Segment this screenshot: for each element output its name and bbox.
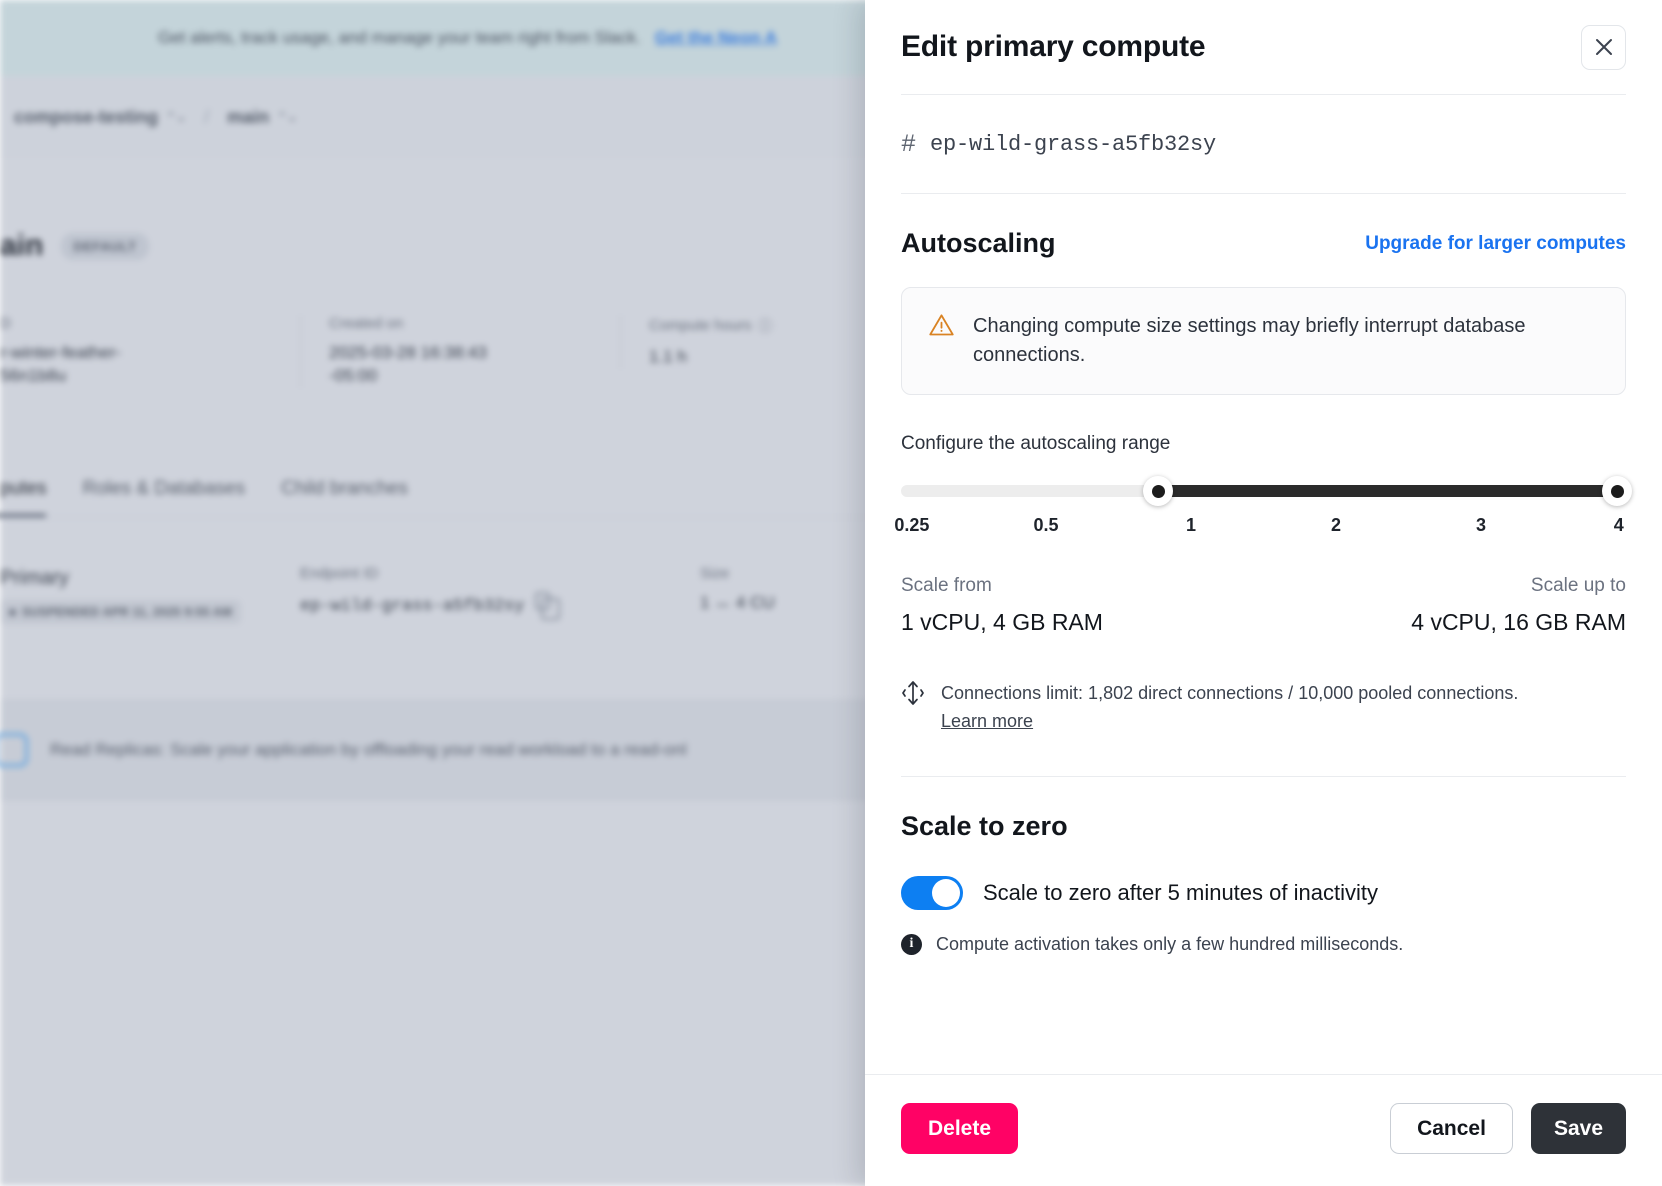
scale-up-to-value: 4 vCPU, 16 GB RAM (1411, 609, 1626, 635)
status-badge: DEFAULT (61, 232, 149, 260)
scale-to-zero-info-text: Compute activation takes only a few hund… (936, 933, 1404, 954)
slider-tick: 4 (1613, 515, 1624, 535)
endpoint-value: ep-wild-grass-a5fb32sy (300, 592, 670, 620)
scale-summary: Scale from 1 vCPU, 4 GB RAM Scale up to … (901, 575, 1626, 636)
tab-child-branches[interactable]: Child branches (281, 477, 408, 499)
header-divider (901, 94, 1626, 95)
slider-tick: 0.5 (1033, 515, 1059, 535)
breadcrumb-branch[interactable]: main ⌃⌄ (227, 107, 297, 128)
slider-tick: 0.25 (894, 515, 930, 535)
chevron-updown-icon: ⌃⌄ (166, 110, 187, 124)
connections-limit-body: Connections limit: 1,802 direct connecti… (941, 683, 1519, 703)
slider-tick: 2 (1330, 515, 1342, 535)
scale-to-zero-toggle-row: Scale to zero after 5 minutes of inactiv… (901, 875, 1626, 910)
branch-title-row: ain DEFAULT (0, 200, 935, 292)
read-replicas-text: Read Replicas: Scale your application by… (50, 740, 687, 759)
delete-button[interactable]: Delete (901, 1103, 1019, 1154)
slider-handle-min[interactable] (1143, 476, 1174, 506)
drawer-footer: Delete Cancel Save (865, 1074, 1662, 1186)
scale-to-zero-info-row: i Compute activation takes only a few hu… (901, 933, 1626, 955)
endpoint-id: ep-wild-grass-a5fb32sy (930, 131, 1217, 157)
learn-more-link[interactable]: Learn more (941, 710, 1034, 731)
upgrade-link[interactable]: Upgrade for larger computes (1365, 232, 1626, 254)
promo-banner-text: Get alerts, track usage, and manage your… (158, 28, 641, 47)
info-icon: ⓘ (757, 318, 773, 335)
meta-label: Compute hours ⓘ (649, 317, 773, 335)
footer-actions: Cancel Save (1390, 1103, 1626, 1154)
edit-primary-compute-drawer: Edit primary compute # ep-wild-grass-a5f… (865, 0, 1662, 1186)
connections-limit-text: Connections limit: 1,802 direct connecti… (941, 680, 1551, 736)
page-title: ain (0, 229, 44, 262)
compute-status-badge: SUSPENDED APR 11, 2025 9:55 AM (0, 600, 242, 624)
slider-ticks: 0.25 0.5 1 2 3 4 (894, 515, 1626, 543)
compute-row: Primary SUSPENDED APR 11, 2025 9:55 AM E… (0, 565, 935, 660)
meta-value: r-winter-feather- 56n1b8u (0, 343, 121, 385)
configure-range-label: Configure the autoscaling range (901, 433, 1171, 454)
scale-from-value: 1 vCPU, 4 GB RAM (901, 609, 1103, 635)
meta-item-created: Created on 2025-03-28 16:38:43 -05:00 (300, 315, 620, 388)
compute-endpoint-cell: Endpoint ID ep-wild-grass-a5fb32sy (300, 565, 700, 620)
connections-arrows-icon (901, 680, 925, 711)
slider-tick: 3 (1475, 515, 1487, 535)
meta-value: 1.1 h (649, 347, 687, 366)
close-icon (1593, 36, 1615, 58)
scale-to-zero-divider (901, 775, 1626, 777)
meta-value: 2025-03-28 16:38:43 -05:00 (329, 343, 487, 385)
tab-bar: putes Roles & Databases Child branches (0, 460, 935, 518)
drawer-body: # ep-wild-grass-a5fb32sy Autoscaling Upg… (865, 95, 1662, 1074)
branch-meta: D r-winter-feather- 56n1b8u Created on 2… (0, 315, 935, 425)
compute-name-cell: Primary SUSPENDED APR 11, 2025 9:55 AM (0, 565, 300, 624)
promo-banner-link[interactable]: Get the Neon A (654, 28, 777, 47)
connections-limit-row: Connections limit: 1,802 direct connecti… (901, 680, 1626, 736)
compute-size-cell: Size 1 ↔ 4 CU (700, 565, 805, 615)
breadcrumb: compose-testing ⌃⌄ / main ⌃⌄ (0, 76, 935, 158)
drawer-header: Edit primary compute (865, 0, 1662, 94)
size-label: Size (700, 565, 730, 582)
info-icon: i (901, 933, 922, 955)
meta-label: Created on (329, 315, 404, 332)
autoscaling-range-slider[interactable] (901, 476, 1632, 506)
chevron-updown-icon: ⌃⌄ (277, 110, 298, 124)
scale-up-to-block: Scale up to 4 vCPU, 16 GB RAM (1411, 575, 1626, 636)
breadcrumb-separator: / (204, 106, 210, 127)
scale-to-zero-toggle-label: Scale to zero after 5 minutes of inactiv… (983, 879, 1378, 905)
hash-icon: # (901, 129, 917, 159)
drawer-title: Edit primary compute (901, 30, 1206, 63)
slider-handle-max[interactable] (1602, 476, 1632, 506)
meta-item-compute-hours: Compute hours ⓘ 1.1 h (620, 315, 801, 369)
autoscaling-header: Autoscaling Upgrade for larger computes (901, 228, 1626, 259)
slider-tick: 1 (1185, 515, 1197, 535)
warning-box: Changing compute size settings may brief… (901, 287, 1626, 395)
tab-computes[interactable]: putes (0, 477, 47, 517)
scale-from-block: Scale from 1 vCPU, 4 GB RAM (901, 575, 1103, 636)
scale-up-to-label: Scale up to (1530, 575, 1626, 596)
scale-to-zero-title: Scale to zero (901, 810, 1068, 841)
slider-selected-range (1158, 485, 1626, 497)
tab-roles-databases[interactable]: Roles & Databases (82, 477, 246, 499)
status-dot-icon (9, 609, 16, 617)
promo-banner: Get alerts, track usage, and manage your… (0, 0, 935, 76)
close-button[interactable] (1581, 24, 1626, 70)
read-replicas-banner: Read Replicas: Scale your application by… (0, 700, 935, 800)
breadcrumb-project[interactable]: compose-testing ⌃⌄ (14, 107, 186, 128)
breadcrumb-project-label: compose-testing (14, 106, 159, 127)
size-value: 1 ↔ 4 CU (700, 593, 775, 612)
cancel-button[interactable]: Cancel (1390, 1103, 1513, 1154)
compute-name: Primary (0, 567, 69, 589)
breadcrumb-branch-label: main (227, 106, 270, 127)
warning-triangle-icon (928, 312, 955, 344)
endpoint-row: # ep-wild-grass-a5fb32sy (901, 95, 1626, 193)
endpoint-divider (901, 193, 1626, 194)
cpu-chip-icon (0, 733, 28, 767)
endpoint-label: Endpoint ID (300, 565, 379, 582)
scale-to-zero-toggle[interactable] (901, 875, 963, 910)
warning-text: Changing compute size settings may brief… (973, 315, 1526, 366)
autoscaling-title: Autoscaling (901, 228, 1056, 258)
meta-label: D (0, 315, 11, 332)
copy-icon[interactable] (534, 592, 560, 620)
scale-from-label: Scale from (901, 575, 992, 596)
meta-item-id: D r-winter-feather- 56n1b8u (0, 315, 300, 388)
save-button[interactable]: Save (1530, 1103, 1626, 1154)
